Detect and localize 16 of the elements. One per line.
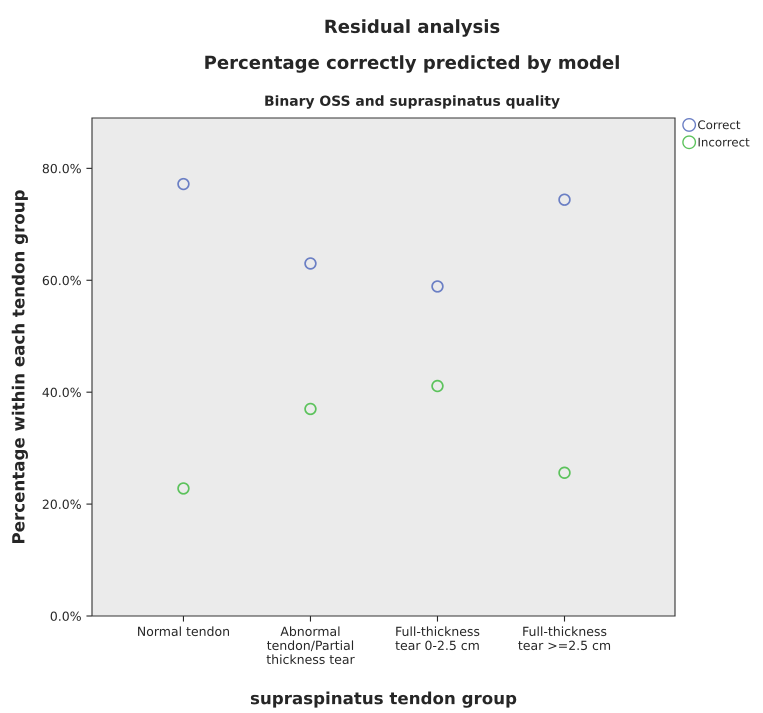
- x-tick-label: Normal tendon: [138, 626, 229, 636]
- chart-title: Residual analysis: [325, 19, 500, 37]
- y-axis-title: Percentage within each tendon group: [12, 190, 28, 543]
- y-tick-label: 20.0%: [42, 500, 81, 510]
- x-tick-label: Full-thickness tear >=2.5 cm: [518, 626, 610, 650]
- x-tick-label: Abnormal tendon/Partial thickness tear: [266, 626, 355, 664]
- chart-subtitle: Percentage correctly predicted by model: [205, 55, 619, 73]
- text: Binary OSS and supraspinatus quality: [265, 95, 560, 109]
- legend-label: Correct: [698, 120, 740, 130]
- x-axis-title: supraspinatus tendon group: [250, 692, 516, 708]
- y-tick-label: 80.0%: [42, 164, 81, 174]
- y-tick-label: 0.0%: [50, 611, 81, 621]
- legend-label: Incorrect: [698, 138, 750, 147]
- y-tick-label: 60.0%: [42, 276, 81, 286]
- y-tick-label: 40.0%: [42, 388, 81, 398]
- x-tick-label: Full-thickness tear 0-2.5 cm: [395, 626, 480, 650]
